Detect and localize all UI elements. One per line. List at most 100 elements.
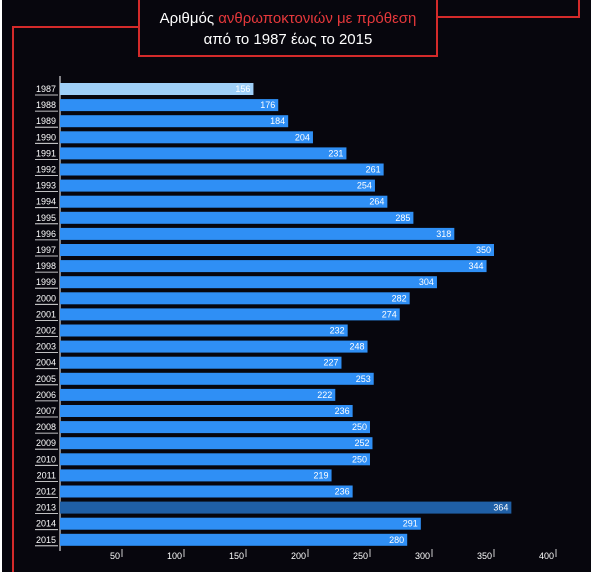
category-label-1993: 1993 xyxy=(36,181,56,191)
value-label-2014: 291 xyxy=(403,519,418,529)
bar-2004 xyxy=(60,356,342,369)
category-label-1996: 1996 xyxy=(36,229,56,239)
value-label-2013: 364 xyxy=(493,503,508,513)
category-label-1992: 1992 xyxy=(36,165,56,175)
category-label-2007: 2007 xyxy=(36,406,56,416)
bar-1988 xyxy=(60,99,279,112)
bar-2002 xyxy=(60,324,348,337)
category-label-1995: 1995 xyxy=(36,213,56,223)
chart-title-prefix: Αριθμός xyxy=(159,10,219,27)
value-label-2015: 280 xyxy=(389,535,404,545)
bar-1995 xyxy=(60,211,414,224)
category-label-2012: 2012 xyxy=(36,487,56,497)
bar-2014 xyxy=(60,517,421,530)
category-label-1999: 1999 xyxy=(36,277,56,287)
bar-2006 xyxy=(60,388,336,401)
value-label-2004: 227 xyxy=(323,358,338,368)
category-label-2004: 2004 xyxy=(36,358,56,368)
category-label-2011: 2011 xyxy=(37,470,56,480)
x-tick-label-150: 150 xyxy=(229,551,244,561)
value-label-2002: 232 xyxy=(330,326,345,336)
x-tick-label-200: 200 xyxy=(291,551,306,561)
category-label-1990: 1990 xyxy=(36,132,56,142)
chart-subtitle: από το 1987 έως το 2015 xyxy=(203,31,373,48)
bar-2001 xyxy=(60,308,400,321)
category-label-2001: 2001 xyxy=(36,309,56,319)
bar-1996 xyxy=(60,227,455,240)
value-label-1996: 318 xyxy=(436,229,451,239)
bar-1992 xyxy=(60,163,384,176)
category-label-1998: 1998 xyxy=(36,261,56,271)
chart-title-highlight: ανθρωποκτονιών με πρόθεση xyxy=(218,10,417,27)
value-label-1997: 350 xyxy=(476,245,491,255)
bar-1994 xyxy=(60,195,388,208)
frame-right xyxy=(578,0,580,18)
x-tick-label-300: 300 xyxy=(415,551,430,561)
value-label-2011: 219 xyxy=(314,470,329,480)
x-tick-label-350: 350 xyxy=(477,551,492,561)
bar-1990 xyxy=(60,131,313,144)
bar-2009 xyxy=(60,437,373,450)
bar-2008 xyxy=(60,421,370,434)
bar-1993 xyxy=(60,179,375,192)
bar-1987 xyxy=(60,83,254,95)
value-label-2010: 250 xyxy=(352,454,367,464)
value-label-1994: 264 xyxy=(369,197,384,207)
bar-1998 xyxy=(60,260,487,273)
bar-2005 xyxy=(60,372,374,385)
value-label-1987: 156 xyxy=(235,84,250,94)
chart-title-box: Αριθμός ανθρωποκτονιών με πρόθεση από το… xyxy=(138,0,438,57)
value-label-1992: 261 xyxy=(366,165,381,175)
category-label-2006: 2006 xyxy=(36,390,56,400)
value-label-2007: 236 xyxy=(335,406,350,416)
category-label-2002: 2002 xyxy=(36,326,56,336)
bar-2013 xyxy=(60,501,512,514)
category-label-2003: 2003 xyxy=(36,342,56,352)
value-label-2012: 236 xyxy=(335,487,350,497)
category-label-2015: 2015 xyxy=(36,535,56,545)
value-label-1993: 254 xyxy=(357,181,372,191)
bar-2015 xyxy=(60,533,408,546)
bar-1997 xyxy=(60,244,494,256)
bar-1991 xyxy=(60,147,347,160)
value-label-1991: 231 xyxy=(328,148,343,158)
category-label-1988: 1988 xyxy=(36,100,56,110)
value-label-1998: 344 xyxy=(469,261,484,271)
category-label-2000: 2000 xyxy=(36,293,56,303)
category-label-2005: 2005 xyxy=(36,374,56,384)
x-tick-label-100: 100 xyxy=(167,551,182,561)
value-label-2006: 222 xyxy=(317,390,332,400)
value-label-2008: 250 xyxy=(352,422,367,432)
category-label-1994: 1994 xyxy=(36,197,56,207)
category-label-2009: 2009 xyxy=(36,438,56,448)
bar-1999 xyxy=(60,276,437,289)
bar-2010 xyxy=(60,453,370,466)
x-tick-label-400: 400 xyxy=(539,551,554,561)
bar-2003 xyxy=(60,340,368,353)
category-label-2013: 2013 xyxy=(36,503,56,513)
value-label-1989: 184 xyxy=(270,116,285,126)
value-label-2005: 253 xyxy=(356,374,371,384)
bar-2012 xyxy=(60,485,353,498)
value-label-2003: 248 xyxy=(349,342,364,352)
value-label-1999: 304 xyxy=(419,277,434,287)
category-label-1997: 1997 xyxy=(36,245,56,255)
value-label-1995: 285 xyxy=(395,213,410,223)
value-label-2000: 282 xyxy=(392,293,407,303)
value-label-2001: 274 xyxy=(382,309,397,319)
x-tick-label-250: 250 xyxy=(353,551,368,561)
value-label-1990: 204 xyxy=(295,132,310,142)
category-label-2008: 2008 xyxy=(36,422,56,432)
category-label-1989: 1989 xyxy=(36,116,56,126)
category-label-2010: 2010 xyxy=(36,454,56,464)
bar-2011 xyxy=(60,469,332,482)
bar-2007 xyxy=(60,405,353,417)
category-label-1991: 1991 xyxy=(36,148,56,158)
bar-2000 xyxy=(60,292,410,305)
frame-top-left xyxy=(12,26,138,28)
bar-1989 xyxy=(60,115,289,128)
category-label-2014: 2014 xyxy=(36,519,56,529)
value-label-1988: 176 xyxy=(260,100,275,110)
